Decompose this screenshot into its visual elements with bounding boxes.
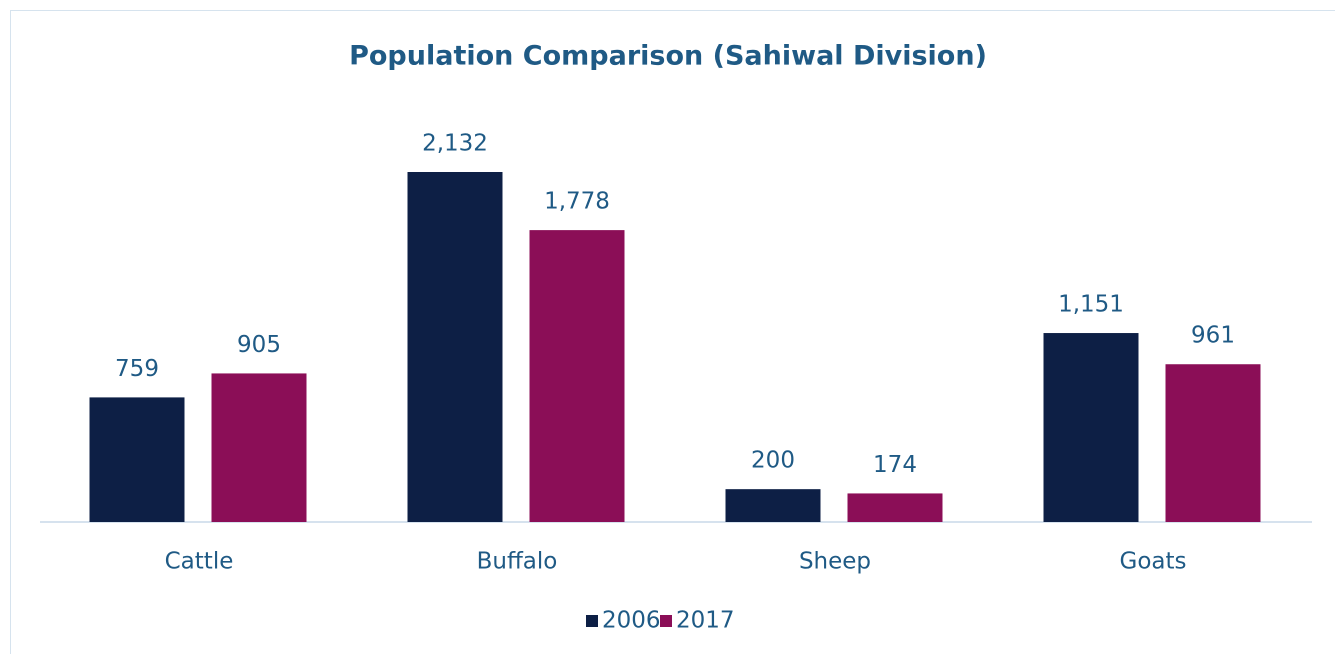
chart-frame xyxy=(10,10,1335,654)
data-label: 1,778 xyxy=(544,189,610,215)
legend-swatch xyxy=(660,615,672,627)
data-label: 174 xyxy=(873,452,917,478)
legend-label: 2006 xyxy=(602,608,661,634)
chart-title: Population Comparison (Sahiwal Division) xyxy=(349,41,987,72)
legend-swatch xyxy=(586,615,598,627)
data-label: 905 xyxy=(237,332,281,358)
bar xyxy=(407,172,503,522)
data-label: 759 xyxy=(115,356,159,382)
x-tick-label: Sheep xyxy=(799,549,871,575)
bar xyxy=(89,397,185,522)
bar xyxy=(529,230,625,522)
x-tick-label: Goats xyxy=(1120,549,1187,575)
bar xyxy=(725,489,821,522)
data-label: 200 xyxy=(751,448,795,474)
bar xyxy=(1043,333,1139,522)
data-label: 2,132 xyxy=(422,131,488,157)
data-label: 961 xyxy=(1191,323,1235,349)
data-label: 1,151 xyxy=(1058,292,1124,318)
x-tick-label: Cattle xyxy=(165,549,234,575)
bar xyxy=(211,373,307,522)
x-tick-label: Buffalo xyxy=(477,549,558,575)
legend-label: 2017 xyxy=(676,608,735,634)
bar xyxy=(1165,364,1261,522)
bar xyxy=(847,493,943,522)
